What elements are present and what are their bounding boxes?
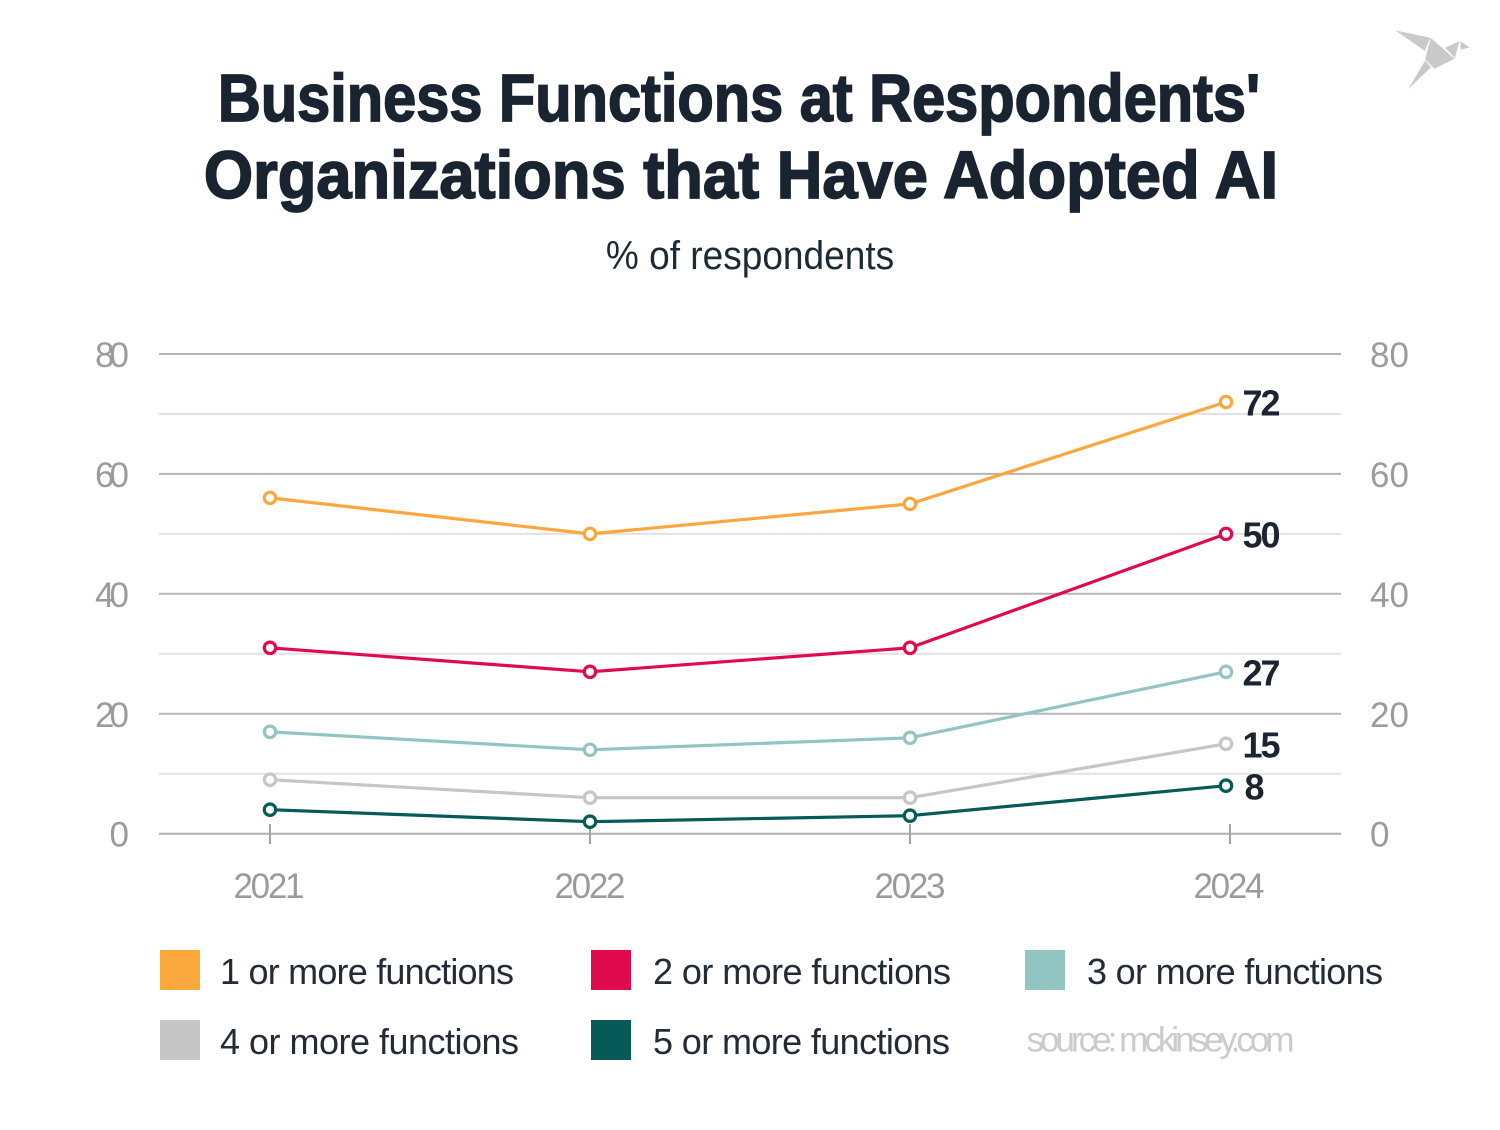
svg-text:4 or more functions: 4 or more functions [220,1021,519,1062]
svg-text:27: 27 [1243,653,1281,694]
svg-text:60: 60 [95,456,129,495]
svg-text:72: 72 [1243,383,1281,424]
svg-text:80: 80 [1370,336,1409,375]
svg-text:0: 0 [1370,816,1389,855]
svg-text:2023: 2023 [875,867,946,906]
svg-text:60: 60 [1370,456,1409,495]
svg-text:5 or more functions: 5 or more functions [653,1021,950,1062]
svg-text:1 or more functions: 1 or more functions [220,951,514,992]
svg-text:2024: 2024 [1194,867,1265,906]
svg-text:40: 40 [1370,576,1409,615]
svg-text:15: 15 [1243,725,1281,766]
svg-text:2 or more functions: 2 or more functions [653,951,951,992]
svg-text:source: mckinsey.com: source: mckinsey.com [1027,1021,1295,1060]
svg-text:8: 8 [1245,766,1265,807]
svg-text:50: 50 [1243,515,1281,556]
svg-text:20: 20 [1370,696,1409,735]
svg-text:2022: 2022 [555,867,626,906]
svg-text:0: 0 [110,816,129,855]
svg-text:3 or more functions: 3 or more functions [1087,951,1383,992]
svg-text:2021: 2021 [234,867,305,906]
svg-text:20: 20 [95,696,129,735]
svg-text:80: 80 [95,336,129,375]
svg-text:40: 40 [95,576,129,615]
